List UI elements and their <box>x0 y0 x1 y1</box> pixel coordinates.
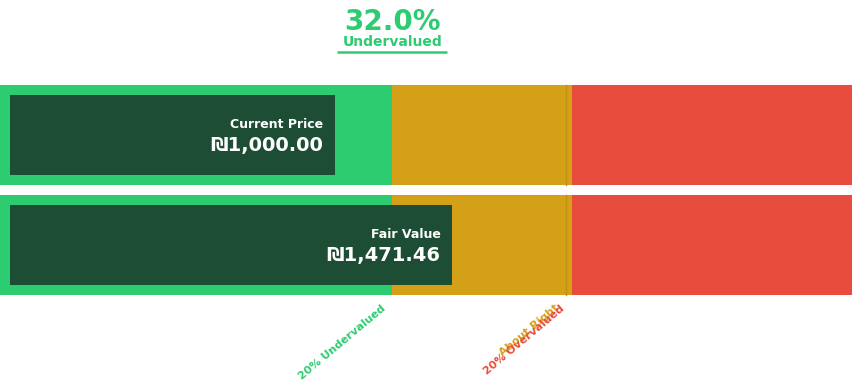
Bar <box>571 195 852 295</box>
Bar <box>0 195 392 295</box>
Bar <box>392 85 571 185</box>
Text: Undervalued: Undervalued <box>343 35 441 49</box>
Text: ₪1,471.46: ₪1,471.46 <box>326 245 440 264</box>
Text: Fair Value: Fair Value <box>370 228 440 242</box>
Bar <box>0 85 392 185</box>
Text: Current Price: Current Price <box>230 119 323 131</box>
Text: 20% Undervalued: 20% Undervalued <box>296 303 387 380</box>
Text: 20% Overvalued: 20% Overvalued <box>481 303 566 376</box>
Text: 32.0%: 32.0% <box>343 8 440 36</box>
Bar <box>571 85 852 185</box>
Bar <box>10 95 335 175</box>
Bar <box>392 195 571 295</box>
Text: ₪1,000.00: ₪1,000.00 <box>210 136 323 155</box>
Bar <box>10 205 452 285</box>
Text: About Right: About Right <box>497 303 560 358</box>
